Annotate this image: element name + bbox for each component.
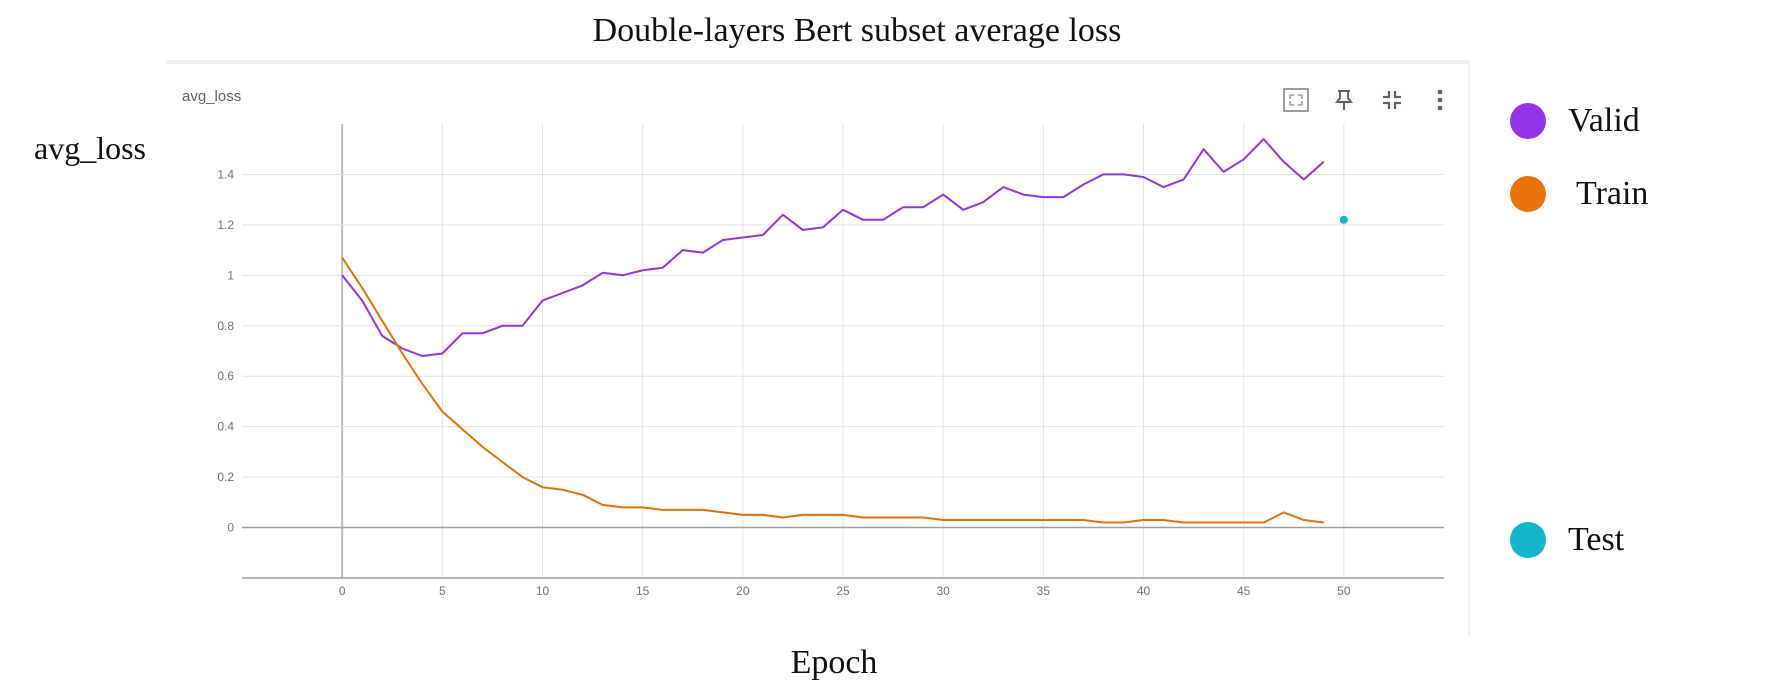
x-tick-label: 10	[536, 584, 550, 598]
x-tick-label: 20	[736, 584, 750, 598]
y-tick-label: 0	[227, 521, 234, 535]
card-toolbar	[1274, 82, 1462, 118]
y-tick-label: 0.2	[217, 470, 234, 484]
more-vert-icon	[1437, 89, 1443, 111]
x-tick-label: 15	[636, 584, 650, 598]
series-line-train	[341, 257, 1324, 524]
pin-button[interactable]	[1322, 82, 1366, 118]
legend-item-valid: Valid	[1510, 102, 1640, 140]
card-title: avg_loss	[182, 88, 242, 105]
series-line-valid	[341, 138, 1325, 357]
legend-item-test: Test	[1510, 521, 1624, 559]
x-axis-label: Epoch	[790, 644, 878, 681]
y-tick-label: 1	[227, 268, 234, 282]
x-tick-label: 5	[439, 584, 446, 598]
chart-card: avg_loss	[166, 60, 1470, 636]
x-tick-label: 45	[1237, 584, 1251, 598]
x-tick-label: 25	[836, 584, 850, 598]
y-axis-label: avg_loss	[34, 130, 146, 166]
pin-icon	[1335, 90, 1353, 110]
x-tick-label: 0	[339, 584, 346, 598]
x-tick-label: 50	[1337, 584, 1351, 598]
legend-swatch-test	[1510, 522, 1546, 558]
x-tick-label: 35	[1037, 584, 1051, 598]
fit-domain-button[interactable]	[1274, 82, 1318, 118]
figure-title: Double-layers Bert subset average loss	[592, 12, 1122, 49]
series-point-test	[1339, 215, 1348, 224]
x-tick-label: 30	[936, 584, 950, 598]
legend-label-train: Train	[1576, 175, 1649, 212]
x-tick-label: 40	[1137, 584, 1151, 598]
fit-domain-icon	[1283, 88, 1309, 112]
legend-label-test: Test	[1568, 521, 1625, 558]
y-tick-label: 0.4	[217, 420, 234, 434]
y-tick-label: 1.2	[217, 218, 234, 232]
legend: Valid Train Test	[1510, 0, 1770, 697]
legend-label-valid: Valid	[1568, 102, 1640, 139]
collapse-button[interactable]	[1370, 82, 1414, 118]
legend-swatch-valid	[1510, 103, 1546, 139]
y-tick-label: 0.6	[217, 369, 234, 383]
y-tick-label: 1.4	[217, 167, 234, 181]
legend-swatch-train	[1510, 176, 1546, 212]
legend-item-train: Train	[1510, 175, 1648, 213]
collapse-icon	[1383, 91, 1401, 109]
more-options-button[interactable]	[1418, 82, 1462, 118]
y-tick-label: 0.8	[217, 319, 234, 333]
